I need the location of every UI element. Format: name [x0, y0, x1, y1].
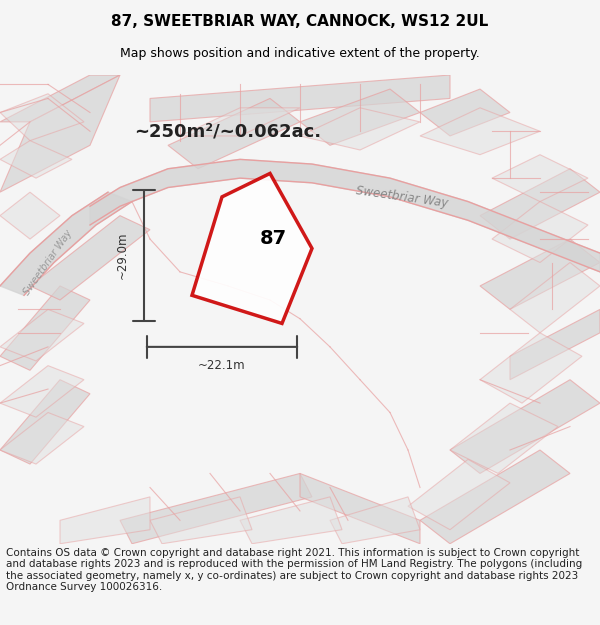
Polygon shape [240, 497, 342, 544]
Polygon shape [450, 379, 600, 474]
Polygon shape [192, 173, 312, 324]
Polygon shape [0, 75, 120, 122]
Text: ~250m²/~0.062ac.: ~250m²/~0.062ac. [134, 122, 322, 140]
Polygon shape [510, 262, 600, 332]
Text: Sweetbriar Way: Sweetbriar Way [355, 184, 449, 210]
Polygon shape [0, 192, 132, 295]
Polygon shape [420, 89, 510, 136]
Polygon shape [150, 75, 450, 122]
Polygon shape [0, 75, 120, 192]
Polygon shape [0, 192, 60, 239]
Polygon shape [0, 94, 84, 141]
Polygon shape [420, 450, 570, 544]
Text: Sweetbriar Way: Sweetbriar Way [22, 228, 74, 297]
Polygon shape [300, 89, 420, 145]
Text: 87, SWEETBRIAR WAY, CANNOCK, WS12 2UL: 87, SWEETBRIAR WAY, CANNOCK, WS12 2UL [112, 14, 488, 29]
Polygon shape [420, 107, 540, 154]
Polygon shape [180, 107, 300, 136]
Polygon shape [168, 98, 300, 169]
Polygon shape [150, 497, 252, 544]
Polygon shape [120, 474, 312, 544]
Text: Map shows position and indicative extent of the property.: Map shows position and indicative extent… [120, 48, 480, 61]
Polygon shape [492, 201, 588, 262]
Polygon shape [0, 141, 72, 178]
Polygon shape [0, 412, 84, 464]
Polygon shape [30, 216, 150, 300]
Polygon shape [300, 107, 420, 150]
Text: ~22.1m: ~22.1m [198, 359, 246, 372]
Polygon shape [300, 474, 420, 544]
Polygon shape [450, 403, 558, 474]
Polygon shape [0, 379, 90, 464]
Polygon shape [510, 309, 600, 379]
Polygon shape [90, 159, 600, 272]
Polygon shape [492, 154, 588, 201]
Polygon shape [330, 497, 420, 544]
Polygon shape [60, 497, 150, 544]
Polygon shape [0, 309, 84, 361]
Polygon shape [0, 366, 84, 418]
Text: Contains OS data © Crown copyright and database right 2021. This information is : Contains OS data © Crown copyright and d… [6, 548, 582, 592]
Text: 87: 87 [260, 229, 287, 248]
Polygon shape [480, 332, 582, 403]
Polygon shape [480, 239, 600, 309]
Polygon shape [408, 459, 510, 530]
Text: ~29.0m: ~29.0m [116, 232, 129, 279]
Polygon shape [0, 286, 90, 370]
Polygon shape [480, 169, 600, 239]
